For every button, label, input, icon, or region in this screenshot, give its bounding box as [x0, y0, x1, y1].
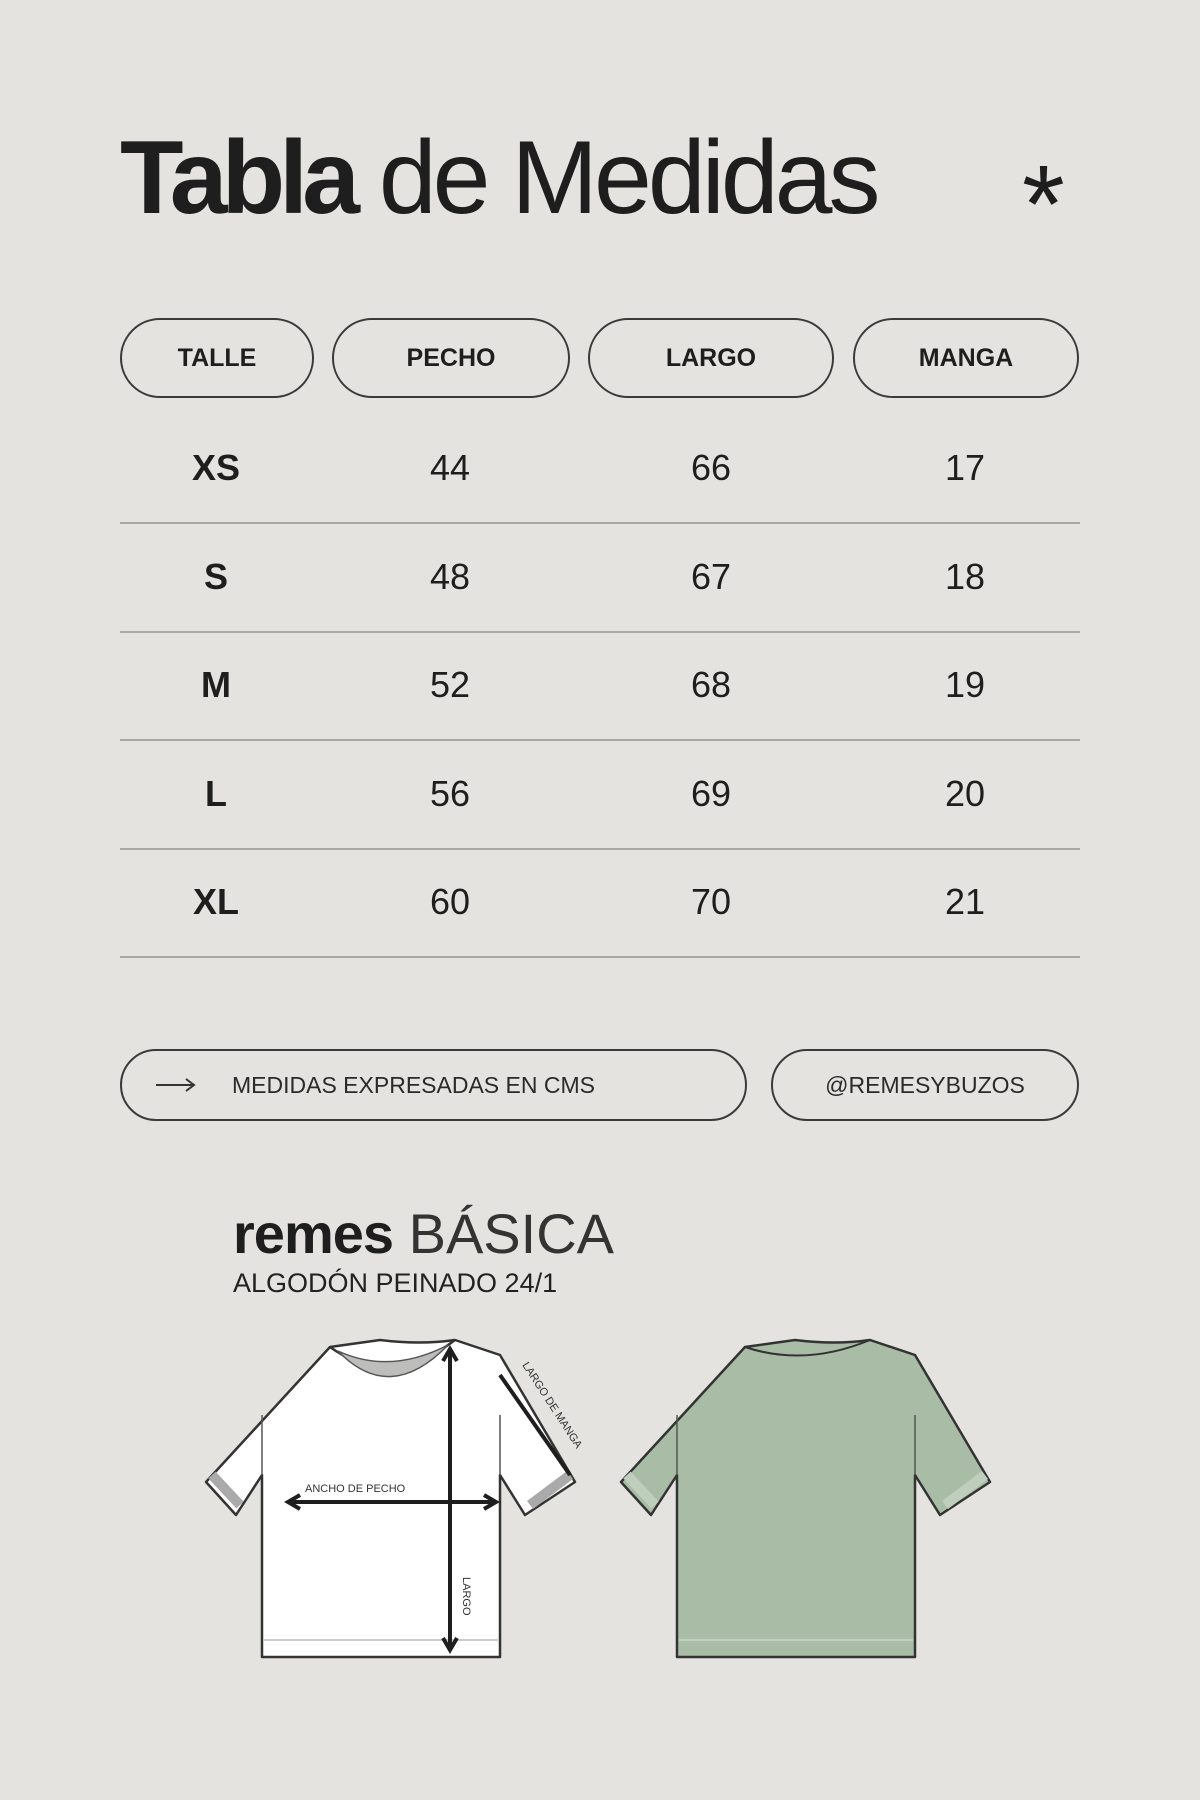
product-name: remes BÁSICA	[233, 1206, 614, 1262]
cell-manga: 21	[944, 881, 986, 922]
fabric-label: ALGODÓN PEINADO 24/1	[233, 1268, 558, 1298]
chest-label: ANCHO DE PECHO	[305, 1483, 406, 1495]
table-row: M 52 68 19	[120, 631, 1080, 741]
cell-pecho: 52	[429, 664, 471, 705]
cell-largo: 67	[690, 555, 732, 597]
cell-largo: 70	[690, 881, 732, 922]
units-note: MEDIDAS EXPRESADAS EN CMS	[120, 1049, 747, 1121]
brand-name: remes	[233, 1202, 394, 1265]
cell-talle: M	[201, 664, 231, 705]
cell-talle: L	[205, 772, 227, 814]
header-manga: MANGA	[853, 318, 1079, 398]
model-name: BÁSICA	[408, 1202, 614, 1265]
cell-largo: 69	[690, 772, 732, 814]
cell-pecho: 48	[429, 555, 471, 597]
title-bold: Tabla	[120, 120, 360, 236]
cell-manga: 18	[944, 555, 986, 597]
shirt-back-diagram	[619, 1338, 992, 1659]
cell-pecho: 60	[429, 881, 471, 922]
table-row: L 56 69 20	[120, 740, 1080, 850]
cell-talle: XS	[191, 447, 241, 488]
cell-manga: 19	[944, 664, 986, 705]
cell-talle: XL	[192, 881, 239, 922]
title-light: de Medidas	[378, 120, 881, 236]
cell-manga: 20	[944, 772, 986, 814]
social-handle: @REMESYBUZOS	[771, 1049, 1079, 1121]
table-row: XS 44 66 17	[120, 414, 1080, 524]
header-talle: TALLE	[120, 318, 314, 398]
cell-talle: S	[203, 555, 228, 597]
header-largo: LARGO	[588, 318, 834, 398]
cell-pecho: 56	[429, 772, 471, 814]
arrow-right-icon	[156, 1078, 196, 1092]
page-title: Tabla de Medidas	[120, 126, 880, 230]
table-row: S 48 67 18	[120, 523, 1080, 633]
cell-pecho: 44	[429, 447, 471, 488]
sleeve-arrow	[498, 1373, 572, 1477]
cell-largo: 66	[690, 447, 732, 488]
header-pecho: PECHO	[332, 318, 570, 398]
length-label: LARGO	[460, 1577, 472, 1616]
asterisk-icon: *	[1022, 143, 1065, 266]
table-row: XL 60 70 21	[120, 848, 1080, 958]
cell-largo: 68	[690, 664, 732, 705]
cell-manga: 17	[944, 447, 986, 488]
units-note-text: MEDIDAS EXPRESADAS EN CMS	[232, 1071, 595, 1098]
shirt-front-diagram: ANCHO DE PECHO LARGO DE MANGA LARGO	[204, 1338, 585, 1659]
